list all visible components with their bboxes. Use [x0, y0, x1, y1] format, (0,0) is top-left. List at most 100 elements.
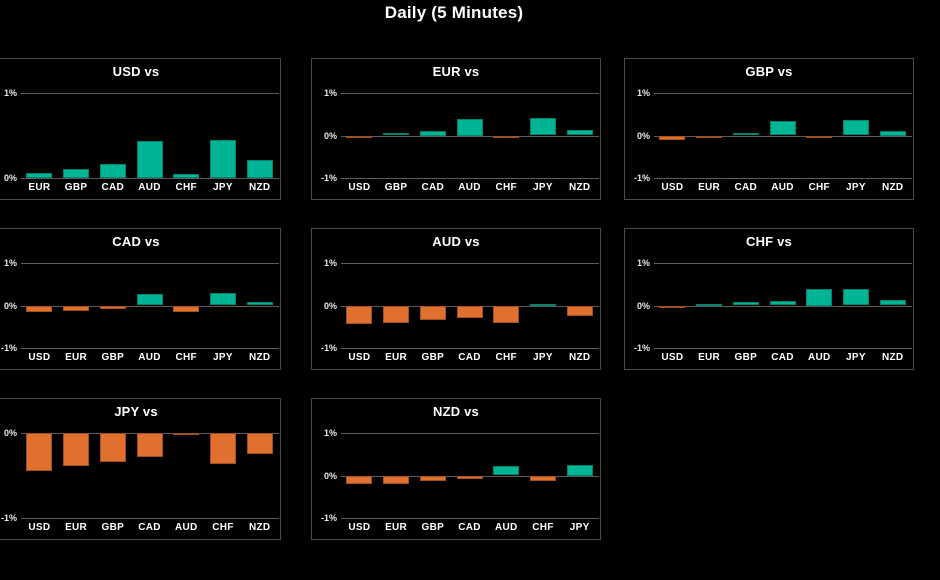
bar-nzd	[566, 305, 593, 317]
bar-nzd	[879, 131, 906, 136]
x-tick-label: EUR	[698, 352, 721, 363]
bar-nzd	[566, 129, 593, 136]
x-tick-label: AUD	[771, 182, 794, 193]
bar-chf	[529, 475, 556, 482]
x-tick-label: CAD	[101, 182, 125, 193]
bar-usd	[659, 305, 686, 308]
x-tick-label: JPY	[213, 182, 233, 193]
x-tick-label: JPY	[569, 522, 590, 533]
bar-gbp	[99, 433, 126, 462]
gridline-1%	[341, 263, 599, 264]
x-tick-label: CAD	[421, 182, 445, 193]
y-tick-label: 0%	[3, 428, 17, 438]
x-tick-label: CHF	[495, 352, 517, 363]
x-tick-label: NZD	[881, 352, 904, 363]
chart-jpy-vs: JPY vs USD EUR GBP CAD AUD CHF NZD 0% -1%	[0, 398, 281, 540]
gridline-1%	[654, 263, 912, 264]
chart-plot	[654, 263, 912, 349]
chart-title: NZD vs	[433, 404, 479, 419]
chart-title: AUD vs	[432, 234, 480, 249]
bar-chf	[493, 135, 520, 138]
x-tick-label: GBP	[384, 182, 408, 193]
chart-plot	[21, 263, 279, 349]
chart-plot	[654, 93, 912, 179]
chart-title: EUR vs	[432, 64, 480, 79]
bar-chf	[173, 173, 200, 178]
bar-eur	[696, 303, 723, 306]
chart-plot	[341, 93, 599, 179]
x-tick-label: GBP	[421, 522, 445, 533]
bar-chf	[493, 305, 520, 324]
gridline--1%	[654, 348, 912, 349]
x-tick-label: JPY	[213, 352, 233, 363]
bar-cad	[419, 131, 446, 136]
y-tick-label: 1%	[323, 88, 337, 98]
chart-x-axis: USD EUR GBP CAD AUD JPY NZD	[654, 352, 911, 363]
x-tick-label: EUR	[385, 352, 408, 363]
y-tick-label: 0%	[323, 130, 337, 141]
x-tick-label: NZD	[248, 182, 271, 193]
y-tick-label: 0%	[323, 300, 337, 311]
bar-usd	[26, 433, 53, 472]
bar-usd	[659, 135, 686, 141]
x-tick-label: USD	[661, 182, 684, 193]
bar-gbp	[63, 168, 90, 178]
bar-cad	[456, 305, 483, 318]
chart-chf-vs: CHF vs USD EUR GBP CAD AUD JPY NZD 1% 0% -1%	[624, 228, 914, 370]
bar-jpy	[209, 139, 236, 178]
x-tick-label: EUR	[28, 182, 51, 193]
gridline-1%	[341, 433, 599, 434]
gridline-0%	[341, 135, 599, 137]
x-tick-label: CHF	[808, 182, 830, 193]
bar-jpy	[209, 293, 236, 306]
chart-usd-vs: USD vs EUR GBP CAD AUD CHF JPY NZD 1% 0%	[0, 58, 281, 200]
x-tick-label: JPY	[846, 352, 866, 363]
bar-chf	[806, 135, 833, 139]
x-tick-label: GBP	[64, 182, 88, 193]
gridline-0%	[21, 305, 279, 307]
x-tick-label: GBP	[421, 352, 445, 363]
y-tick-label: 1%	[3, 88, 17, 98]
x-tick-label: AUD	[174, 522, 198, 533]
chart-gbp-vs: GBP vs USD EUR CAD AUD CHF JPY NZD 1% 0% -1%	[624, 58, 914, 200]
y-tick-label: 1%	[636, 88, 650, 98]
gridline-1%	[21, 263, 279, 264]
x-tick-label: CAD	[458, 352, 481, 363]
gridline-0%	[654, 135, 912, 137]
bar-gbp	[383, 132, 410, 136]
chart-eur-vs: EUR vs USD GBP CAD AUD CHF JPY NZD 1% 0% -1%	[311, 58, 601, 200]
bar-aud	[806, 288, 833, 306]
chart-title: GBP vs	[745, 64, 793, 79]
x-tick-label: EUR	[65, 522, 88, 533]
chart-x-axis: USD EUR GBP CAD AUD CHF NZD	[21, 522, 278, 533]
bar-nzd	[246, 433, 273, 455]
bar-jpy	[566, 464, 593, 476]
x-tick-label: CAD	[138, 522, 161, 533]
y-tick-label: 0%	[3, 300, 17, 311]
chart-title: USD vs	[112, 64, 160, 79]
y-tick-label: 1%	[3, 258, 17, 268]
x-tick-label: CAD	[458, 522, 481, 533]
x-tick-label: CHF	[175, 352, 197, 363]
chart-x-axis: USD GBP CAD AUD CHF JPY NZD	[341, 182, 598, 193]
x-tick-label: CAD	[771, 352, 794, 363]
chart-plot	[21, 93, 279, 179]
chart-plot	[341, 433, 599, 519]
x-tick-label: CHF	[495, 182, 517, 193]
x-tick-label: USD	[28, 522, 51, 533]
y-tick-label: 1%	[323, 428, 337, 438]
x-tick-label: GBP	[101, 352, 125, 363]
y-tick-label: -1%	[633, 343, 650, 353]
x-tick-label: USD	[348, 182, 371, 193]
bar-usd	[346, 475, 373, 485]
chart-x-axis: USD EUR GBP AUD CHF JPY NZD	[21, 352, 278, 363]
y-tick-label: 0%	[636, 130, 650, 141]
x-tick-label: CAD	[734, 182, 758, 193]
x-tick-label: NZD	[568, 182, 591, 193]
bar-aud	[456, 118, 483, 136]
bar-aud	[136, 140, 163, 178]
x-tick-label: JPY	[533, 352, 553, 363]
x-tick-label: NZD	[248, 352, 271, 363]
gridline-1%	[341, 93, 599, 94]
